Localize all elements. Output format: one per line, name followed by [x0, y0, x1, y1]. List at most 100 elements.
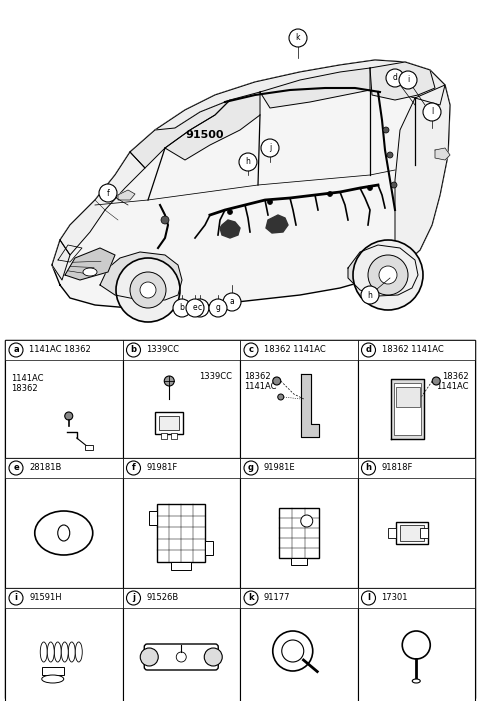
Ellipse shape — [83, 268, 97, 276]
Circle shape — [432, 377, 440, 385]
Text: f: f — [107, 189, 109, 198]
Text: 1339CC: 1339CC — [146, 346, 180, 355]
Text: 28181B: 28181B — [29, 463, 61, 472]
Text: 91981F: 91981F — [146, 463, 178, 472]
Polygon shape — [395, 85, 450, 268]
Circle shape — [228, 210, 232, 215]
Circle shape — [379, 266, 397, 284]
Circle shape — [9, 591, 23, 605]
Circle shape — [383, 127, 389, 133]
Circle shape — [402, 631, 430, 659]
Circle shape — [278, 394, 284, 400]
Circle shape — [301, 515, 313, 527]
Circle shape — [191, 299, 209, 317]
Ellipse shape — [47, 642, 54, 662]
Polygon shape — [348, 245, 418, 296]
Circle shape — [127, 343, 141, 357]
Ellipse shape — [42, 675, 64, 683]
Circle shape — [261, 139, 279, 157]
Ellipse shape — [58, 525, 70, 541]
Text: 91818F: 91818F — [382, 463, 413, 472]
Circle shape — [399, 71, 417, 89]
Polygon shape — [118, 190, 135, 200]
Polygon shape — [60, 152, 145, 255]
Text: 91591H: 91591H — [29, 594, 61, 602]
Polygon shape — [220, 220, 240, 238]
Circle shape — [173, 299, 191, 317]
Polygon shape — [65, 248, 115, 280]
Bar — [358, 340, 475, 360]
Circle shape — [368, 255, 408, 295]
Text: f: f — [132, 463, 135, 472]
Text: 18362 1141AC: 18362 1141AC — [264, 346, 326, 355]
Polygon shape — [52, 60, 450, 308]
Text: i: i — [407, 76, 409, 85]
Circle shape — [244, 591, 258, 605]
Text: 91981E: 91981E — [264, 463, 296, 472]
Circle shape — [327, 191, 333, 196]
Bar — [358, 458, 475, 478]
Circle shape — [204, 648, 222, 666]
Polygon shape — [435, 148, 450, 160]
Bar — [396, 522, 428, 544]
Polygon shape — [155, 60, 445, 145]
Text: 17301: 17301 — [382, 594, 408, 602]
Bar — [240, 340, 358, 360]
Text: 18362
1141AC: 18362 1141AC — [244, 372, 276, 391]
Circle shape — [176, 652, 186, 662]
Text: l: l — [367, 594, 370, 602]
Circle shape — [186, 299, 204, 317]
Bar — [5, 588, 122, 608]
Bar — [388, 528, 396, 538]
Bar — [240, 588, 358, 701]
Circle shape — [273, 631, 313, 671]
Text: h: h — [365, 463, 372, 472]
Polygon shape — [52, 240, 70, 280]
Polygon shape — [165, 92, 260, 160]
Bar — [122, 588, 240, 701]
Text: 18362
1141AC: 18362 1141AC — [436, 372, 469, 391]
Bar — [122, 340, 240, 360]
Bar — [5, 340, 122, 458]
Text: d: d — [365, 346, 372, 355]
Bar — [5, 458, 122, 588]
Polygon shape — [370, 62, 435, 100]
Bar — [5, 340, 475, 698]
Text: b: b — [180, 304, 184, 313]
Circle shape — [282, 640, 304, 662]
Bar — [358, 340, 475, 458]
Bar — [240, 588, 358, 608]
Circle shape — [127, 461, 141, 475]
Bar — [149, 511, 157, 525]
Text: k: k — [296, 34, 300, 43]
Ellipse shape — [54, 642, 61, 662]
Bar — [161, 433, 167, 439]
Circle shape — [361, 461, 375, 475]
Circle shape — [289, 29, 307, 47]
Text: e: e — [192, 304, 197, 313]
Text: d: d — [393, 74, 397, 83]
Bar — [358, 588, 475, 701]
Polygon shape — [260, 68, 370, 108]
Text: 91500: 91500 — [185, 130, 224, 140]
Bar — [122, 458, 240, 478]
Polygon shape — [301, 374, 319, 437]
Text: a: a — [229, 297, 234, 306]
Bar — [5, 458, 122, 478]
Text: a: a — [13, 346, 19, 355]
Text: h: h — [246, 158, 251, 167]
Circle shape — [127, 591, 141, 605]
Text: l: l — [431, 107, 433, 116]
Circle shape — [361, 343, 375, 357]
Circle shape — [391, 182, 397, 188]
Bar — [240, 458, 358, 588]
Polygon shape — [266, 215, 288, 233]
Polygon shape — [391, 379, 424, 439]
Text: j: j — [269, 144, 271, 153]
Text: j: j — [132, 594, 135, 602]
Circle shape — [244, 343, 258, 357]
Circle shape — [368, 186, 372, 191]
Circle shape — [239, 153, 257, 171]
Bar — [171, 562, 191, 570]
Ellipse shape — [35, 511, 93, 555]
